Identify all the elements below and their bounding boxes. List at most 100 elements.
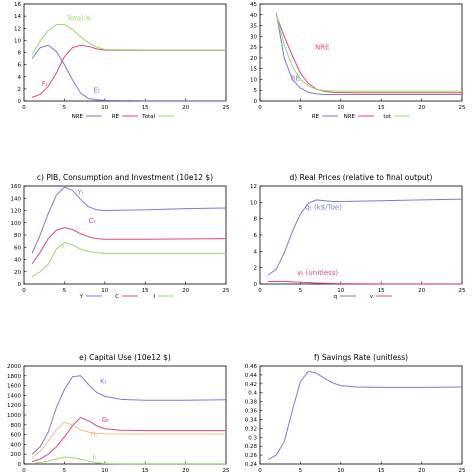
- series-line-i: [31, 241, 226, 278]
- y-tick-label: 400: [11, 442, 22, 448]
- y-tick-label: 160: [11, 184, 22, 190]
- plot-frame: [259, 3, 463, 102]
- x-tick-label: 15: [142, 468, 149, 474]
- y-tick-label: 0.44: [245, 373, 258, 379]
- x-tick-label: 5: [299, 288, 303, 294]
- series-label-re: Fₜ: [42, 80, 48, 88]
- x-tick-label: 15: [142, 288, 149, 294]
- x-tick-label: 20: [182, 288, 189, 294]
- x-tick-label: 25: [223, 288, 230, 294]
- y-tick-label: 100: [11, 221, 22, 227]
- series-line-y: [31, 186, 227, 254]
- series-label-c: Cₜ: [89, 217, 96, 225]
- x-tick-label: 25: [459, 468, 466, 474]
- y-tick-label: 40: [14, 258, 21, 264]
- chart-title: f) Savings Rate (unitless): [314, 353, 408, 362]
- y-tick-label: 0.42: [245, 382, 257, 388]
- series-label-v: vₜ (unitless): [297, 269, 338, 277]
- chart-title: d) Real Prices (relative to final output…: [290, 173, 433, 182]
- y-tick-label: 0.28: [245, 444, 258, 450]
- plot-frame: [23, 3, 227, 102]
- x-tick-label: 5: [299, 105, 303, 111]
- x-tick-label: 15: [378, 105, 385, 111]
- y-tick-label: 1200: [7, 403, 21, 409]
- x-tick-label: 5: [63, 105, 67, 111]
- x-tick-label: 25: [223, 105, 230, 111]
- series-line-h: [31, 421, 226, 459]
- chart-panel-d: d) Real Prices (relative to final output…: [250, 173, 466, 300]
- y-tick-label: 600: [11, 433, 22, 439]
- legend-label: q: [334, 294, 338, 300]
- x-tick-label: 5: [299, 468, 303, 474]
- x-tick-label: 15: [378, 288, 385, 294]
- series-label-y: Yₜ: [76, 189, 83, 197]
- series-label-i: Iₜ: [93, 453, 97, 461]
- y-tick-label: 0.46: [245, 364, 258, 370]
- series-line-k: [31, 375, 227, 455]
- series-label-i: Iₜ: [61, 242, 65, 250]
- plot-frame: [259, 365, 463, 465]
- series-label-q: qₜ (k$/Toe): [305, 204, 342, 212]
- series-line-tot: [275, 13, 462, 92]
- x-tick-label: 0: [258, 468, 262, 474]
- series-line-v: [268, 281, 462, 285]
- y-tick-label: 0.34: [245, 417, 258, 423]
- y-tick-label: 0.38: [245, 400, 258, 406]
- y-tick-label: 14: [14, 14, 21, 20]
- legend-label: tot: [383, 114, 392, 120]
- legend-label: Total: [141, 114, 155, 120]
- y-tick-label: 6: [254, 233, 258, 239]
- series-line-re: [31, 44, 226, 98]
- x-tick-label: 25: [459, 288, 466, 294]
- y-tick-label: 0: [18, 282, 22, 288]
- series-label-h: Hₜ: [90, 431, 97, 439]
- y-tick-label: 200: [11, 452, 22, 458]
- y-tick-label: 0.3: [248, 435, 257, 441]
- y-tick-label: 0: [254, 282, 258, 288]
- y-tick-label: 16: [14, 2, 21, 8]
- x-tick-label: 15: [142, 105, 149, 111]
- series-line-nre: [275, 14, 462, 94]
- x-tick-label: 20: [182, 468, 189, 474]
- plot-frame: [23, 365, 227, 465]
- chart-panel-a: a) Energy Evolution (Gtoe)05101520250246…: [14, 2, 230, 120]
- legend-label: RE: [312, 114, 320, 120]
- y-tick-label: 1400: [7, 393, 21, 399]
- chart-title: c) PIB, Consumption and Investment (10e1…: [37, 173, 213, 182]
- x-tick-label: 10: [101, 105, 108, 111]
- y-tick-label: 10: [14, 38, 21, 44]
- y-tick-label: 120: [11, 209, 22, 215]
- x-tick-label: 5: [63, 468, 67, 474]
- y-tick-label: 0: [254, 99, 258, 105]
- legend-label: RE: [112, 114, 120, 120]
- x-tick-label: 0: [22, 468, 26, 474]
- y-tick-label: 8: [18, 51, 22, 57]
- series-line-re: [275, 12, 462, 96]
- y-tick-label: 12: [14, 26, 21, 32]
- y-tick-label: 0.32: [245, 426, 257, 432]
- series-line-c: [31, 227, 227, 265]
- x-tick-label: 15: [378, 468, 385, 474]
- chart-panel-b: b) Energy Prices ($/toe)0510152025051015…: [250, 2, 466, 120]
- legend-label: Y: [79, 294, 84, 300]
- series-label-g: Gₜ: [102, 416, 110, 424]
- series-line-i: [32, 456, 226, 465]
- plot-frame: [23, 185, 227, 285]
- y-tick-label: 45: [250, 2, 257, 8]
- legend-label: I: [153, 294, 155, 300]
- y-tick-label: 30: [250, 34, 257, 40]
- x-tick-label: 10: [101, 468, 108, 474]
- y-tick-label: 10: [250, 200, 257, 206]
- legend-label: NRE: [72, 114, 84, 120]
- series-label-total: Total Xₜ: [66, 14, 92, 22]
- y-tick-label: 8: [254, 217, 258, 223]
- legend-label: NRE: [344, 114, 356, 120]
- series-label-nre: NRE: [315, 43, 330, 51]
- y-tick-label: 20: [250, 56, 257, 62]
- x-tick-label: 20: [418, 468, 425, 474]
- y-tick-label: 40: [250, 13, 257, 19]
- x-tick-label: 0: [22, 288, 26, 294]
- y-tick-label: 60: [14, 245, 21, 251]
- x-tick-label: 5: [63, 288, 67, 294]
